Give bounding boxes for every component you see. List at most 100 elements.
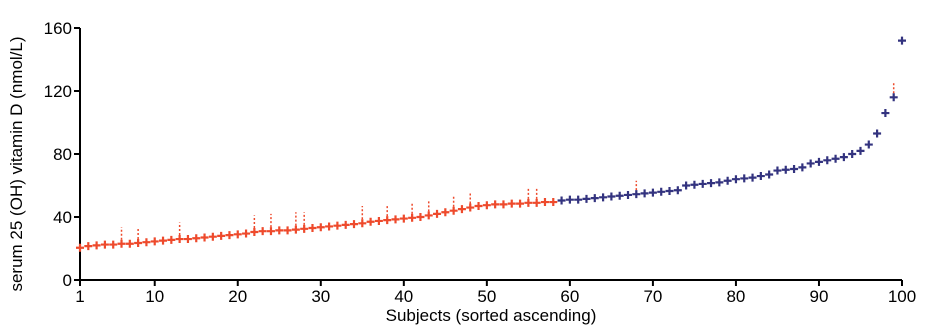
data-point: [134, 238, 143, 247]
data-point: [466, 203, 475, 212]
data-point: [117, 239, 126, 248]
data-point: [358, 219, 367, 228]
data-point: [300, 224, 309, 233]
data-point: [540, 198, 549, 207]
data-point: [682, 181, 691, 190]
x-tick-label: 30: [311, 287, 330, 306]
data-point: [898, 36, 906, 45]
data-point: [673, 186, 682, 195]
data-point: [76, 243, 84, 252]
data-point: [424, 211, 433, 220]
data-point: [781, 165, 790, 174]
data-point: [258, 227, 267, 236]
data-point: [142, 238, 151, 247]
data-point: [615, 191, 624, 200]
data-point: [250, 227, 259, 236]
data-point: [814, 157, 823, 166]
data-point: [657, 187, 666, 196]
x-tick-label: 40: [394, 287, 413, 306]
data-point: [408, 213, 417, 222]
data-point: [109, 240, 118, 249]
x-tick-label: 20: [228, 287, 247, 306]
data-point: [632, 190, 641, 199]
x-tick-label: 100: [888, 287, 916, 306]
y-tick-label: 160: [44, 19, 72, 38]
error-bars: [120, 83, 895, 244]
data-point: [225, 231, 234, 240]
data-point: [441, 208, 450, 217]
data-point: [416, 213, 425, 221]
y-tick-label: 40: [53, 208, 72, 227]
data-point: [557, 196, 566, 205]
data-point: [823, 156, 832, 165]
x-axis-title: Subjects (sorted ascending): [386, 306, 597, 325]
data-point: [748, 173, 757, 182]
data-point: [723, 176, 732, 185]
data-point: [316, 223, 325, 232]
data-point: [499, 200, 508, 209]
data-point: [790, 164, 799, 173]
data-point: [399, 214, 408, 223]
data-point: [291, 225, 300, 234]
data-point: [690, 180, 699, 189]
data-point: [333, 221, 342, 230]
data-point: [183, 235, 192, 244]
data-point: [167, 235, 176, 244]
data-point: [698, 179, 707, 188]
data-point: [449, 206, 458, 215]
data-point: [715, 178, 724, 187]
data-point: [100, 240, 109, 249]
data-point: [491, 200, 500, 209]
x-tick-label: 70: [643, 287, 662, 306]
x-tick-label: 10: [145, 287, 164, 306]
y-tick-label: 0: [63, 271, 72, 290]
data-point: [159, 236, 168, 245]
x-tick-label: 1: [75, 287, 84, 306]
x-tick-label: 80: [726, 287, 745, 306]
data-point: [532, 198, 541, 207]
data-point: [233, 230, 242, 239]
data-point: [516, 199, 525, 208]
data-point: [590, 194, 599, 203]
x-ticks: 1 10 20 30 40 50 60 70 80 90 100: [75, 280, 916, 306]
data-point: [873, 129, 882, 138]
data-point: [391, 215, 400, 224]
data-point: [308, 224, 317, 233]
data-point: [731, 175, 740, 184]
data-point: [350, 220, 358, 229]
y-tick-label: 80: [53, 145, 72, 164]
data-point: [889, 93, 898, 102]
data-point: [125, 239, 134, 248]
data-point: [599, 193, 608, 202]
data-point: [806, 159, 815, 168]
data-point: [848, 150, 857, 158]
data-point: [275, 226, 284, 235]
data-point: [864, 140, 873, 149]
x-tick-label: 60: [560, 287, 579, 306]
data-points: [76, 36, 906, 252]
data-point: [765, 170, 774, 179]
data-point: [217, 231, 226, 240]
data-point: [325, 222, 334, 231]
y-tick-label: 120: [44, 82, 72, 101]
data-point: [192, 234, 201, 243]
data-point: [665, 187, 674, 196]
data-point: [831, 154, 840, 163]
data-point: [582, 194, 591, 203]
data-point: [856, 146, 865, 155]
data-point: [507, 199, 516, 208]
data-point: [574, 195, 583, 204]
data-point: [482, 201, 491, 210]
data-point: [366, 217, 375, 226]
data-point: [150, 237, 159, 246]
data-point: [773, 166, 782, 175]
data-point: [839, 153, 848, 162]
data-point: [341, 220, 350, 229]
data-point: [92, 241, 101, 250]
data-point: [175, 235, 184, 244]
y-axis-title: serum 25 (OH) vitamin D (nmol/L): [7, 36, 26, 291]
data-point: [457, 205, 466, 214]
x-tick-label: 90: [810, 287, 829, 306]
data-point: [283, 226, 292, 235]
data-point: [200, 233, 209, 242]
